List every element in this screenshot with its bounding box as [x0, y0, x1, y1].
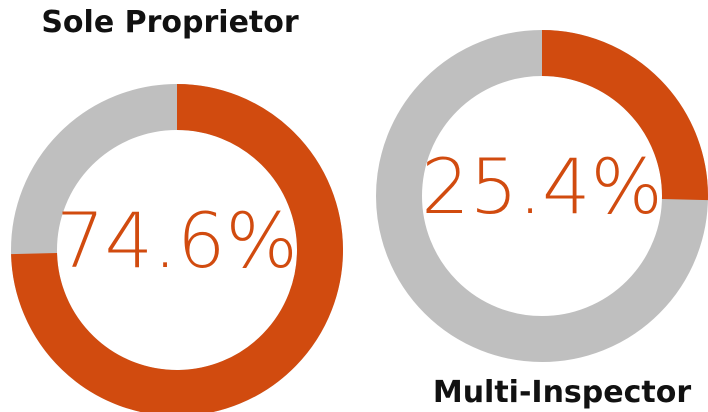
donut-segment [11, 84, 343, 412]
value-label: 74.6% [56, 196, 297, 285]
chart-title: Sole Proprietor [41, 5, 299, 40]
value-label: 25.4% [421, 142, 662, 231]
donut-segment [541, 30, 708, 201]
chart-title: Multi-Inspector [433, 375, 692, 410]
